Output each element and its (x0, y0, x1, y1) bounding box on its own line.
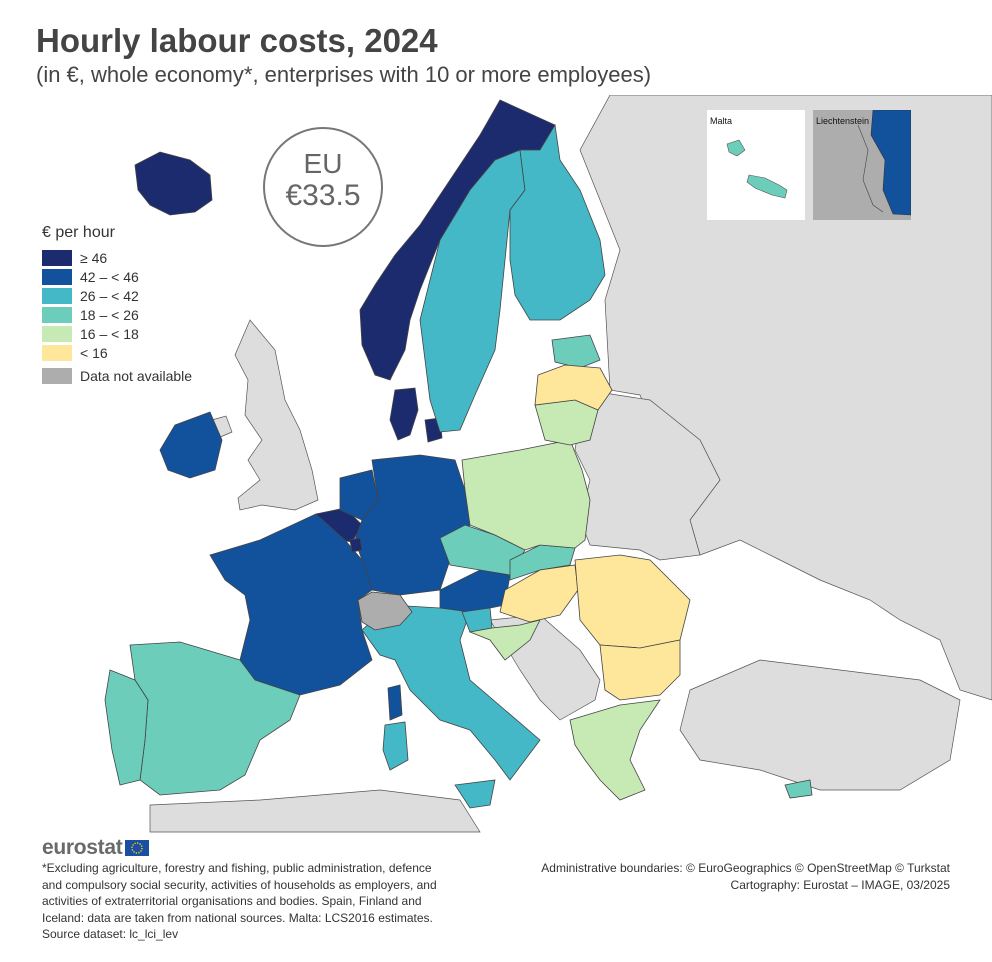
europe-map (104, 95, 992, 833)
footnote-line: *Excluding agriculture, forestry and fis… (42, 861, 432, 875)
country-greece (569, 699, 661, 801)
inset-liechtenstein-label: Liechtenstein (816, 116, 870, 126)
legend-swatch (42, 287, 72, 304)
country-slovenia (461, 607, 493, 633)
country-sweden (419, 149, 526, 433)
map-title: Hourly labour costs, 2024 (36, 22, 438, 59)
eu-stars (131, 842, 144, 854)
country-cyprus (784, 779, 813, 799)
eu-average-badge: EU €33.5 (263, 127, 383, 247)
country-italy (361, 604, 541, 781)
country-bulgaria (599, 639, 681, 701)
legend-row: 42 – < 46 (42, 267, 192, 286)
country-denmark (389, 387, 419, 441)
country-hungary (499, 564, 579, 623)
eu-average-label: EU (303, 148, 343, 179)
country-iceland (134, 151, 213, 216)
legend-title: € per hour (42, 224, 115, 241)
country-france (209, 513, 373, 696)
liechtenstein-map (857, 109, 912, 216)
footnote-line: and compulsory social security, activiti… (42, 877, 437, 892)
austria-area (870, 109, 912, 216)
eurostat-logo-text: eurostat (42, 836, 123, 859)
liechtenstein-border (857, 124, 884, 213)
map-subtitle: (in €, whole economy*, enterprises with … (36, 62, 652, 87)
malta-map (726, 139, 788, 199)
legend-swatch (42, 306, 72, 323)
country-lithuania (534, 399, 599, 446)
legend-swatch (42, 268, 72, 285)
legend: € per hour ≥ 46 42 – < 46 26 – < 42 18 – < … (42, 224, 192, 385)
eu-average-value: €33.5 (285, 179, 361, 212)
credits-cartography: Cartography: Eurostat – IMAGE, 03/2025 (730, 877, 950, 892)
country-latvia (534, 364, 613, 411)
gozo-island (726, 139, 746, 157)
legend-row: 16 – < 18 (42, 324, 192, 343)
country-sardinia (382, 721, 409, 771)
legend-row: < 16 (42, 343, 192, 362)
legend-label: 42 – < 46 (80, 268, 139, 285)
legend-swatch-not-available (42, 367, 72, 384)
country-croatia (468, 619, 541, 661)
country-germany (354, 454, 471, 596)
country-ireland (159, 411, 223, 479)
country-romania (574, 554, 691, 649)
country-corsica (387, 684, 403, 721)
eu-flag-icon (125, 840, 150, 856)
land-ukraine-belarus (574, 389, 721, 561)
legend-swatch (42, 325, 72, 342)
legend-swatch (42, 249, 72, 266)
footnote-line: Iceland: data are taken from national so… (42, 910, 433, 925)
legend-row-not-available: Data not available (42, 366, 192, 385)
eurostat-logo: eurostat (42, 836, 150, 860)
inset-malta-label: Malta (710, 116, 733, 126)
legend-row: ≥ 46 (42, 248, 192, 267)
legend-row: 26 – < 42 (42, 286, 192, 305)
country-sicily (454, 779, 496, 809)
legend-label: 16 – < 18 (80, 325, 139, 342)
footnote-line: activities of extraterritorial organisat… (42, 894, 422, 908)
country-portugal (104, 669, 149, 786)
credits-boundaries: Administrative boundaries: © EuroGeograp… (541, 861, 950, 875)
legend-label: < 16 (80, 344, 108, 361)
country-switzerland (357, 591, 413, 631)
country-austria (439, 569, 511, 613)
malta-island (746, 174, 788, 199)
footnote: *Excluding agriculture, forestry and fis… (42, 860, 482, 943)
legend-label-not-available: Data not available (80, 367, 193, 384)
country-estonia (551, 334, 601, 369)
inset-liechtenstein: Liechtenstein (813, 109, 912, 220)
country-luxembourg (349, 537, 363, 553)
legend-swatch (42, 344, 72, 361)
inset-malta: Malta (707, 110, 805, 220)
footnote-source: Source dataset: lc_lci_lev (42, 927, 179, 941)
legend-label: 18 – < 26 (80, 306, 139, 323)
land-turkey (679, 659, 961, 791)
legend-label: ≥ 46 (80, 249, 108, 266)
legend-row: 18 – < 26 (42, 305, 192, 324)
country-finland (509, 123, 606, 321)
land-north-africa (149, 789, 481, 833)
land-uk (234, 319, 319, 511)
credits: Administrative boundaries: © EuroGeograp… (541, 860, 950, 893)
legend-label: 26 – < 42 (80, 287, 139, 304)
